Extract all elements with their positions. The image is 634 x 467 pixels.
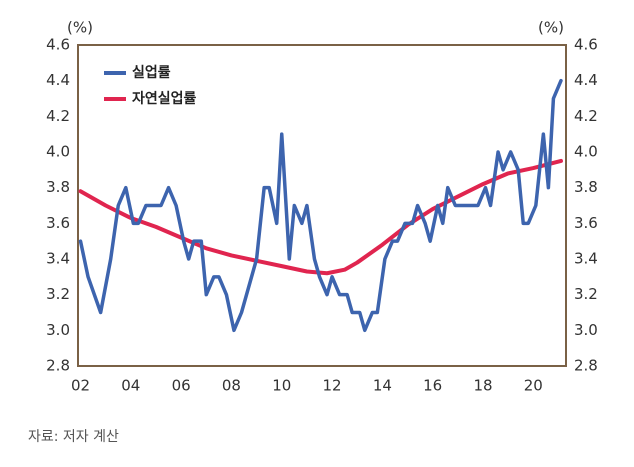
y-tick-label: 3.4: [46, 250, 70, 268]
y2-axis-label: (%): [538, 19, 564, 37]
y2-tick-label: 4.6: [574, 36, 598, 54]
series-line: [78, 78, 563, 333]
y2-tick-label: 2.8: [574, 357, 598, 375]
x-tick-label: 18: [473, 377, 492, 395]
x-tick-label: 10: [272, 377, 291, 395]
y2-tick-label: 3.2: [574, 285, 598, 303]
y2-tick-label: 3.0: [574, 321, 598, 339]
x-tick-label: 08: [222, 377, 241, 395]
y-axis-label: (%): [67, 19, 93, 37]
x-tick-label: 12: [323, 377, 342, 395]
y-tick-label: 2.8: [46, 357, 70, 375]
source-note: 자료: 저자 계산: [28, 429, 119, 445]
y2-tick-label: 4.0: [574, 143, 598, 161]
y-tick-label: 4.4: [46, 71, 70, 89]
legend-label: 실업률: [132, 64, 171, 81]
y-tick-label: 4.0: [46, 143, 70, 161]
y-tick-label: 3.2: [46, 285, 70, 303]
series-line: [78, 158, 563, 276]
y2-tick-label: 3.8: [574, 178, 598, 196]
y2-tick-label: 4.2: [574, 107, 598, 125]
y2-tick-label: 4.4: [574, 71, 598, 89]
x-tick-label: 06: [172, 377, 191, 395]
y-tick-label: 4.6: [46, 36, 70, 54]
x-tick-label: 14: [373, 377, 392, 395]
y2-tick-label: 3.4: [574, 250, 598, 268]
y-tick-label: 3.0: [46, 321, 70, 339]
x-tick-label: 04: [121, 377, 140, 395]
y-tick-label: 3.8: [46, 178, 70, 196]
x-tick-label: 02: [71, 377, 90, 395]
y-tick-label: 3.6: [46, 214, 70, 232]
x-tick-label: 20: [524, 377, 543, 395]
y2-tick-label: 3.6: [574, 214, 598, 232]
y-tick-label: 4.2: [46, 107, 70, 125]
x-tick-label: 16: [423, 377, 442, 395]
legend-label: 자연실업률: [132, 90, 197, 107]
